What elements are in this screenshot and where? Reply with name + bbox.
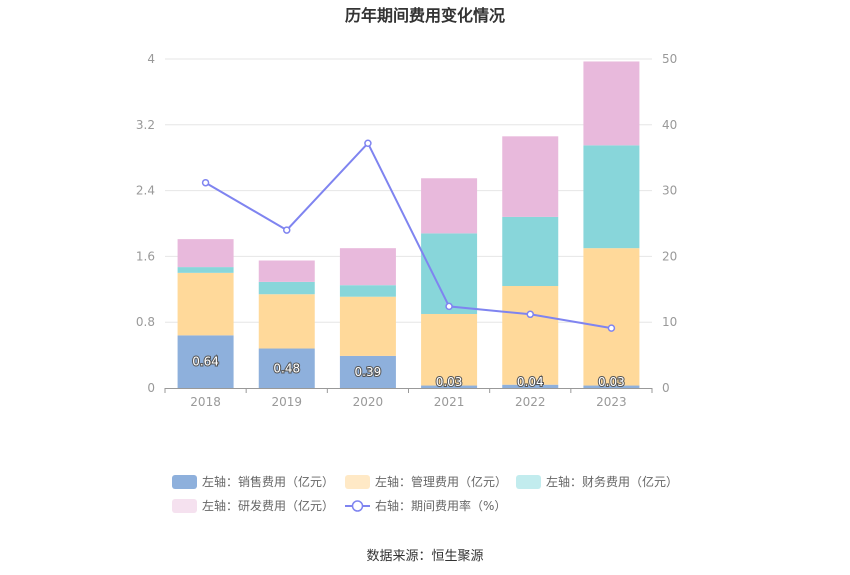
right-axis-tick-label: 10: [662, 315, 677, 329]
bar-segment: [177, 267, 234, 273]
left-axis-tick-label: 1.6: [136, 249, 155, 263]
bar-segment: [583, 385, 640, 388]
right-axis-tick-label: 0: [662, 381, 670, 395]
legend-swatch: [172, 499, 197, 513]
line-point: [201, 178, 210, 187]
data-source: 数据来源：恒生聚源: [366, 549, 484, 564]
x-axis-tick-label: 2021: [434, 395, 465, 409]
bar-segment: [583, 61, 640, 146]
bar-segment: [258, 348, 315, 388]
line-path: [205, 141, 612, 330]
x-axis-tick-label: 2023: [596, 395, 627, 409]
bar-segment: [502, 136, 559, 217]
x-axis-tick-label: 2019: [271, 395, 302, 409]
left-axis-tick-label: 0: [147, 381, 155, 395]
bar-segment: [502, 216, 559, 287]
bar-segment: [421, 233, 478, 314]
left-axis-tick-label: 3.2: [136, 118, 155, 132]
line-point: [526, 310, 534, 319]
bar-segment: [339, 248, 396, 286]
legend-label: 左轴：研发费用（亿元）: [202, 498, 334, 513]
bar-segment: [583, 145, 640, 249]
bar-segment: [177, 272, 234, 336]
legend-swatch-marker: [351, 500, 364, 512]
x-axis-tick-label: 2022: [515, 395, 546, 409]
bar-segment: [258, 260, 315, 282]
legend: 左轴：销售费用（亿元） 左轴：管理费用（亿元） 左轴：财务费用（亿元） 左轴：研发费用…: [172, 474, 678, 513]
legend-swatch: [172, 475, 197, 489]
data-label: 0.03: [436, 375, 463, 389]
legend-label: 左轴：财务费用（亿元）: [546, 474, 678, 489]
legend-swatch: [516, 475, 541, 489]
data-label: 0.48: [273, 361, 300, 375]
gridlines: [165, 58, 652, 323]
legend-swatch: [345, 475, 370, 489]
x-axis-tick-label: 2018: [190, 395, 221, 409]
legend-label: 右轴：期间费用率（%）: [375, 498, 506, 513]
bar-segment: [421, 313, 478, 386]
bar-segment: [177, 239, 234, 268]
left-axis-tick-label: 4: [147, 52, 155, 66]
bar-segment: [339, 296, 396, 356]
x-axis-tick-label: 2020: [353, 395, 384, 409]
right-axis-tick-label: 30: [662, 184, 677, 198]
right-axis-tick-label: 50: [662, 52, 677, 66]
data-labels: 0.64 0.48 0.39 0.03 0.04 0.03: [191, 354, 626, 390]
data-label: 0.03: [598, 375, 625, 389]
bar-segment: [421, 385, 478, 388]
line-point: [364, 139, 372, 147]
bar-segment: [502, 286, 559, 385]
data-label: 0.39: [355, 365, 382, 379]
line-point: [607, 324, 616, 332]
data-label: 0.04: [517, 375, 544, 389]
bar-segment: [502, 384, 559, 388]
line-point: [445, 302, 453, 311]
left-axis-tick-label: 0.8: [136, 315, 155, 329]
left-axis-tick-label: 2.4: [136, 184, 155, 198]
data-label: 0.64: [192, 355, 219, 369]
bar-segment: [339, 355, 396, 388]
line-point: [283, 226, 291, 234]
bar-segment: [421, 178, 478, 234]
right-axis-tick-label: 40: [662, 118, 677, 132]
bar-segment: [177, 335, 234, 388]
bar-segment: [583, 248, 640, 386]
bars: [177, 61, 640, 388]
bar-segment: [258, 281, 315, 295]
line-series: [201, 139, 616, 332]
axes: 0 0 0.8 10 1.6 20 2.4 30 3.2 40 4 50 2018 2019 2020 202…: [136, 52, 677, 409]
bar-segment: [339, 285, 396, 297]
bar-segment: [258, 294, 315, 349]
right-axis-tick-label: 20: [662, 249, 677, 263]
chart-title: 历年期间费用变化情况: [344, 6, 505, 25]
legend-label: 左轴：管理费用（亿元）: [375, 474, 507, 489]
legend-label: 左轴：销售费用（亿元）: [202, 474, 334, 489]
